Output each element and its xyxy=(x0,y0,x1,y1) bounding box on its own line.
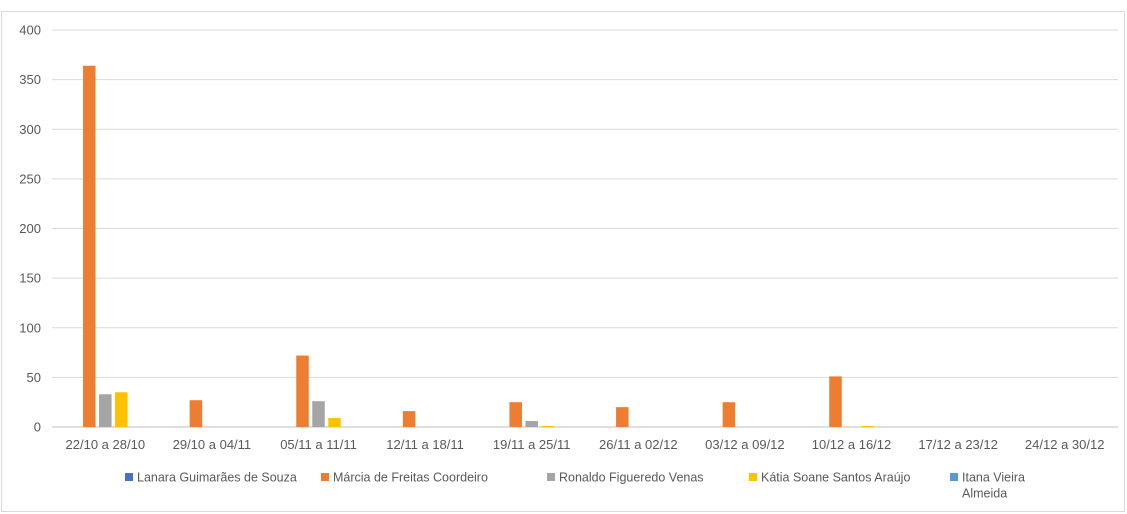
bars xyxy=(83,65,874,427)
legend-label: Lanara Guimarães de Souza xyxy=(137,471,297,485)
bar xyxy=(541,426,554,427)
bar xyxy=(829,376,842,427)
y-tick-label: 100 xyxy=(19,320,41,335)
y-tick-label: 150 xyxy=(19,271,41,286)
bar xyxy=(99,394,112,427)
x-tick-label: 19/11 a 25/11 xyxy=(493,437,571,452)
x-tick-label: 03/12 a 09/12 xyxy=(705,437,785,452)
bar xyxy=(722,402,736,427)
x-tick-label: 12/11 a 18/11 xyxy=(386,437,464,452)
y-tick-label: 300 xyxy=(19,122,41,137)
bar xyxy=(115,392,128,427)
bar xyxy=(525,421,538,427)
legend: Lanara Guimarães de Souza Márcia de Freit… xyxy=(125,471,1025,501)
bar xyxy=(861,426,874,427)
bar xyxy=(83,65,96,427)
x-tick-label: 17/12 a 23/12 xyxy=(918,437,998,452)
legend-swatch xyxy=(547,473,555,481)
bar xyxy=(616,407,629,427)
x-tick-label: 10/12 a 16/12 xyxy=(812,437,892,452)
legend-label: Márcia de Freitas Coordeiro xyxy=(333,471,488,485)
chart-area xyxy=(1,11,1125,512)
x-tick-label: 22/10 a 28/10 xyxy=(66,437,146,452)
y-tick-label: 50 xyxy=(27,370,41,385)
legend-swatch xyxy=(749,473,757,481)
x-tick-label: 24/12 a 30/12 xyxy=(1025,437,1105,452)
bar xyxy=(189,400,203,427)
y-tick-label: 400 xyxy=(19,23,41,38)
x-tick-label: 26/11 a 02/12 xyxy=(599,437,678,452)
bar xyxy=(509,402,522,427)
y-tick-label: 250 xyxy=(19,171,41,186)
gridlines xyxy=(52,29,1118,428)
legend-swatch xyxy=(321,473,329,481)
bar xyxy=(328,418,341,427)
y-axis-ticks: 0 50 100 150 200 250 300 350 400 xyxy=(19,23,41,435)
bar xyxy=(312,401,325,427)
legend-label: Kátia Soane Santos Araújo xyxy=(761,471,910,485)
y-tick-label: 0 xyxy=(34,420,41,435)
legend-swatch xyxy=(950,473,958,481)
x-axis-ticks: 22/10 a 28/10 29/10 a 04/11 05/11 a 11/11 1… xyxy=(66,437,1105,452)
y-tick-label: 350 xyxy=(19,72,41,87)
x-tick-label: 29/10 a 04/11 xyxy=(173,437,252,452)
y-tick-label: 200 xyxy=(19,221,41,236)
legend-label: Ronaldo Figueredo Venas xyxy=(559,471,704,485)
bar xyxy=(296,355,309,427)
bar xyxy=(402,411,416,427)
legend-swatch xyxy=(125,473,133,481)
legend-label: Itana Vieira Almeida xyxy=(962,471,1025,501)
x-tick-label: 05/11 a 11/11 xyxy=(280,437,357,452)
